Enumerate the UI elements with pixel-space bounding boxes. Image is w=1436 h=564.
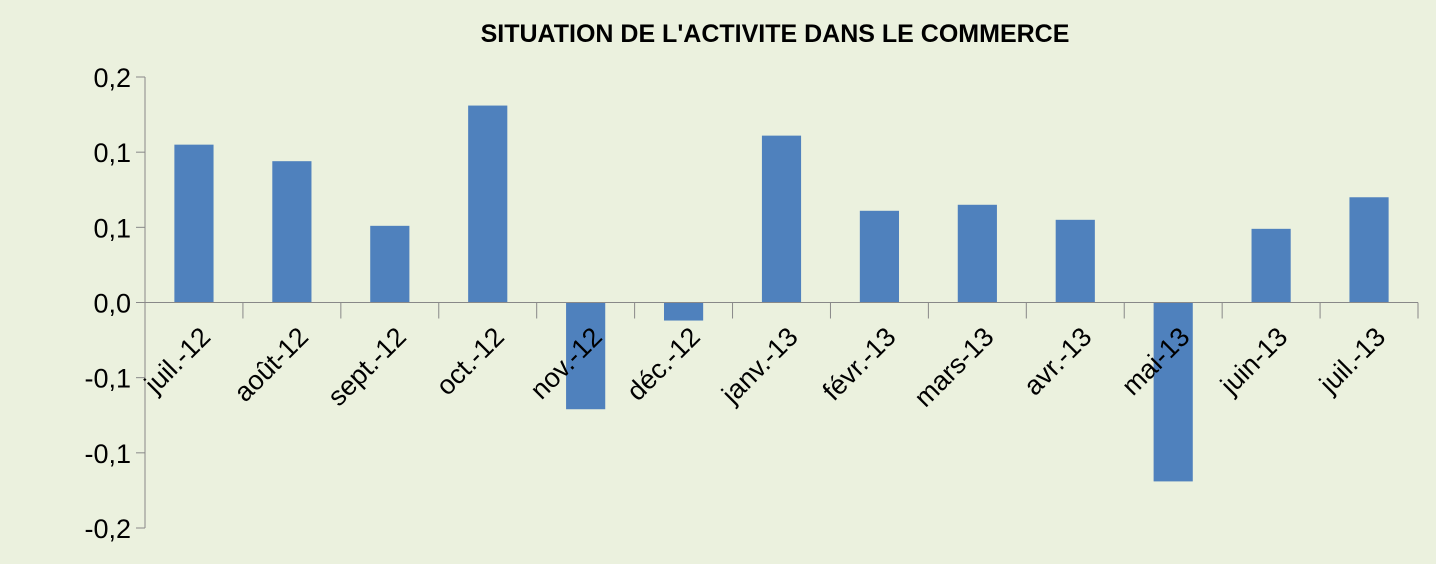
y-tick-label: -0,1: [84, 364, 131, 394]
bar: [957, 204, 997, 303]
y-tick-label: 0,0: [93, 289, 131, 319]
y-tick-label: 0,1: [93, 213, 131, 243]
bar: [174, 144, 214, 303]
bar: [566, 302, 606, 410]
chart-title: SITUATION DE L'ACTIVITE DANS LE COMMERCE: [481, 20, 1070, 48]
y-tick-label: -0,2: [84, 514, 131, 544]
y-tick-label: 0,2: [93, 63, 131, 93]
bar: [1349, 197, 1389, 303]
bar: [1251, 228, 1291, 303]
bar: [859, 210, 900, 303]
y-tick-label: -0,1: [84, 439, 131, 469]
bar: [272, 161, 312, 303]
bar: [1055, 219, 1095, 303]
y-tick-label: 0,1: [93, 138, 131, 168]
bar: [761, 135, 802, 303]
bar: [468, 105, 508, 303]
bar: [1153, 302, 1193, 482]
bar: [370, 225, 410, 303]
bar: [663, 302, 704, 321]
